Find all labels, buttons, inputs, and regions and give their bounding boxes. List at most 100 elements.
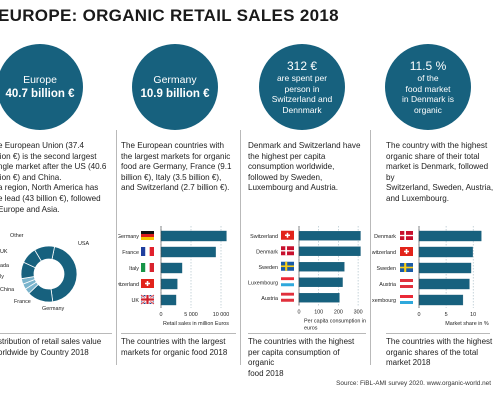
description-line: the largest markets for organic (121, 151, 231, 161)
slice-label: USA (78, 241, 89, 247)
market-share-bar-chart: Denmark Switzerland Sweden Austria Luxembour… (372, 226, 489, 327)
circle-line: Switzerland and (271, 94, 333, 104)
description-line: Switzerland, Sweden, Austria, (386, 183, 494, 193)
denmark-flag-icon (400, 231, 413, 240)
tick-label: 10 000 (213, 312, 230, 318)
denmark-flag-icon (281, 246, 294, 256)
donut-slice (50, 246, 78, 303)
caption-line: orldwide by Country 2018 (0, 347, 89, 357)
description-line: The country with the highest (386, 141, 488, 150)
caption-line: The countries with the highest (248, 337, 355, 346)
tick-label: 100 (314, 310, 323, 316)
description-line: followed by Sweden, (248, 172, 323, 182)
tick-label: 200 (334, 310, 343, 316)
caption-line: The countries with the highest (386, 337, 493, 346)
germany-flag-icon (141, 231, 154, 240)
bar (298, 231, 361, 241)
caption-line: food 2018 (248, 368, 284, 378)
category-label: Denmark (374, 234, 396, 240)
bar (160, 246, 216, 258)
circle-label: Europe (23, 73, 57, 86)
slice-label: France (14, 299, 31, 305)
sweden-flag-icon (400, 263, 413, 272)
circle-line: person in (284, 83, 320, 94)
caption-divider (386, 333, 490, 334)
caption-line: organic shares of the total (386, 347, 479, 357)
category-label: Switzerland (250, 234, 278, 240)
axis-label: Per capita consumption in (304, 319, 366, 325)
caption-divider (121, 333, 236, 334)
austria-flag-icon (281, 292, 294, 302)
circle-label: Germany (153, 73, 197, 86)
source-note: Source: FiBL-AMI survey 2020. www.organi… (336, 380, 491, 387)
axis-label: Retail sales in million Euros (163, 321, 229, 327)
caption-line: market 2018 (386, 358, 431, 367)
category-label: Sweden (377, 266, 396, 272)
circle-value: 10.9 billion € (140, 87, 210, 100)
description-line: market is Denmark, followed by (386, 162, 489, 182)
circle-line: Dennmark (282, 104, 322, 115)
description-line: Luxembourg and Austria. (248, 183, 338, 193)
market-share-caption: The countries with the highest organic s… (386, 337, 494, 369)
caption-divider (248, 333, 366, 334)
germany-circle: Germany 10.9 billion € (132, 44, 218, 130)
column-separator (240, 130, 241, 365)
slice-label: UK (0, 249, 8, 255)
bar (298, 262, 345, 272)
europe-description: e European Union (37.4 lion €) is the se… (0, 141, 114, 215)
category-label: UK (132, 298, 140, 304)
switzerland-flag-icon (141, 279, 154, 288)
circle-line: in Denmark is (402, 94, 454, 104)
market-share-description: The country with the highest organic sha… (386, 141, 494, 205)
per-capita-bar-chart: Switzerland Denmark Sweden Luxembourg Austri… (248, 226, 366, 332)
tick-label: 10 (470, 312, 476, 318)
tick-label: 5 (445, 312, 448, 318)
circle-value: 40.7 billion € (5, 87, 75, 100)
europe-circle: Europe 40.7 billion € (0, 44, 83, 130)
axis-label: Market share in % (445, 321, 489, 327)
switzerland-flag-icon (281, 230, 294, 240)
largest-markets-bar-chart: Germany France Italy Switzerland UK 0 5 000 10 … (118, 226, 230, 327)
france-flag-icon (141, 247, 154, 256)
slice-label: Other (10, 233, 24, 239)
switzerland-flag-icon (400, 247, 413, 256)
italy-flag-icon (141, 263, 154, 272)
tick-label: 300 (354, 310, 363, 316)
category-label: Germany (118, 234, 139, 240)
bar (418, 230, 482, 242)
slice-label: Germany (42, 306, 64, 312)
bar (298, 293, 340, 303)
tick-label: 5 000 (184, 312, 198, 318)
bar (160, 294, 177, 306)
column-separator (370, 130, 371, 365)
caption-divider (0, 333, 112, 334)
caption-line: stribution of retail sales value (0, 337, 102, 346)
circle-line: 312 € (286, 59, 318, 73)
per-capita-caption: The countries with the highest per capit… (248, 337, 368, 379)
description-line: lion €) is the second largest (0, 151, 97, 161)
donut-slice (34, 245, 56, 262)
description-line: food are Germany, France (9.1 (121, 162, 232, 172)
bar (160, 230, 227, 242)
bar (160, 262, 183, 274)
circle-line: 11.5 % (409, 59, 447, 73)
per-capita-description: Denmark and Switzerland have the highest… (248, 141, 368, 194)
bar (418, 294, 464, 306)
tick-label: 0 (298, 310, 301, 316)
slice-label: ly (0, 274, 4, 280)
circle-line: food market (405, 83, 451, 94)
category-label: Austria (379, 282, 396, 288)
axis-label: euros (304, 326, 318, 332)
category-label: Switzerland (118, 282, 139, 288)
tick-label: 0 (418, 312, 421, 318)
bar (418, 262, 472, 274)
category-label: Austria (261, 296, 278, 302)
description-line: e lead (43 billion €), followed (0, 193, 101, 203)
circle-line: organic (414, 104, 442, 115)
description-line: and Switzerland (2.7 billion €). (121, 183, 230, 193)
description-line: consumption worldwide, (248, 162, 335, 172)
category-label: Luxembourg (372, 298, 396, 304)
tick-label: 0 (160, 312, 163, 318)
description-line: a region, North America has (0, 183, 99, 193)
